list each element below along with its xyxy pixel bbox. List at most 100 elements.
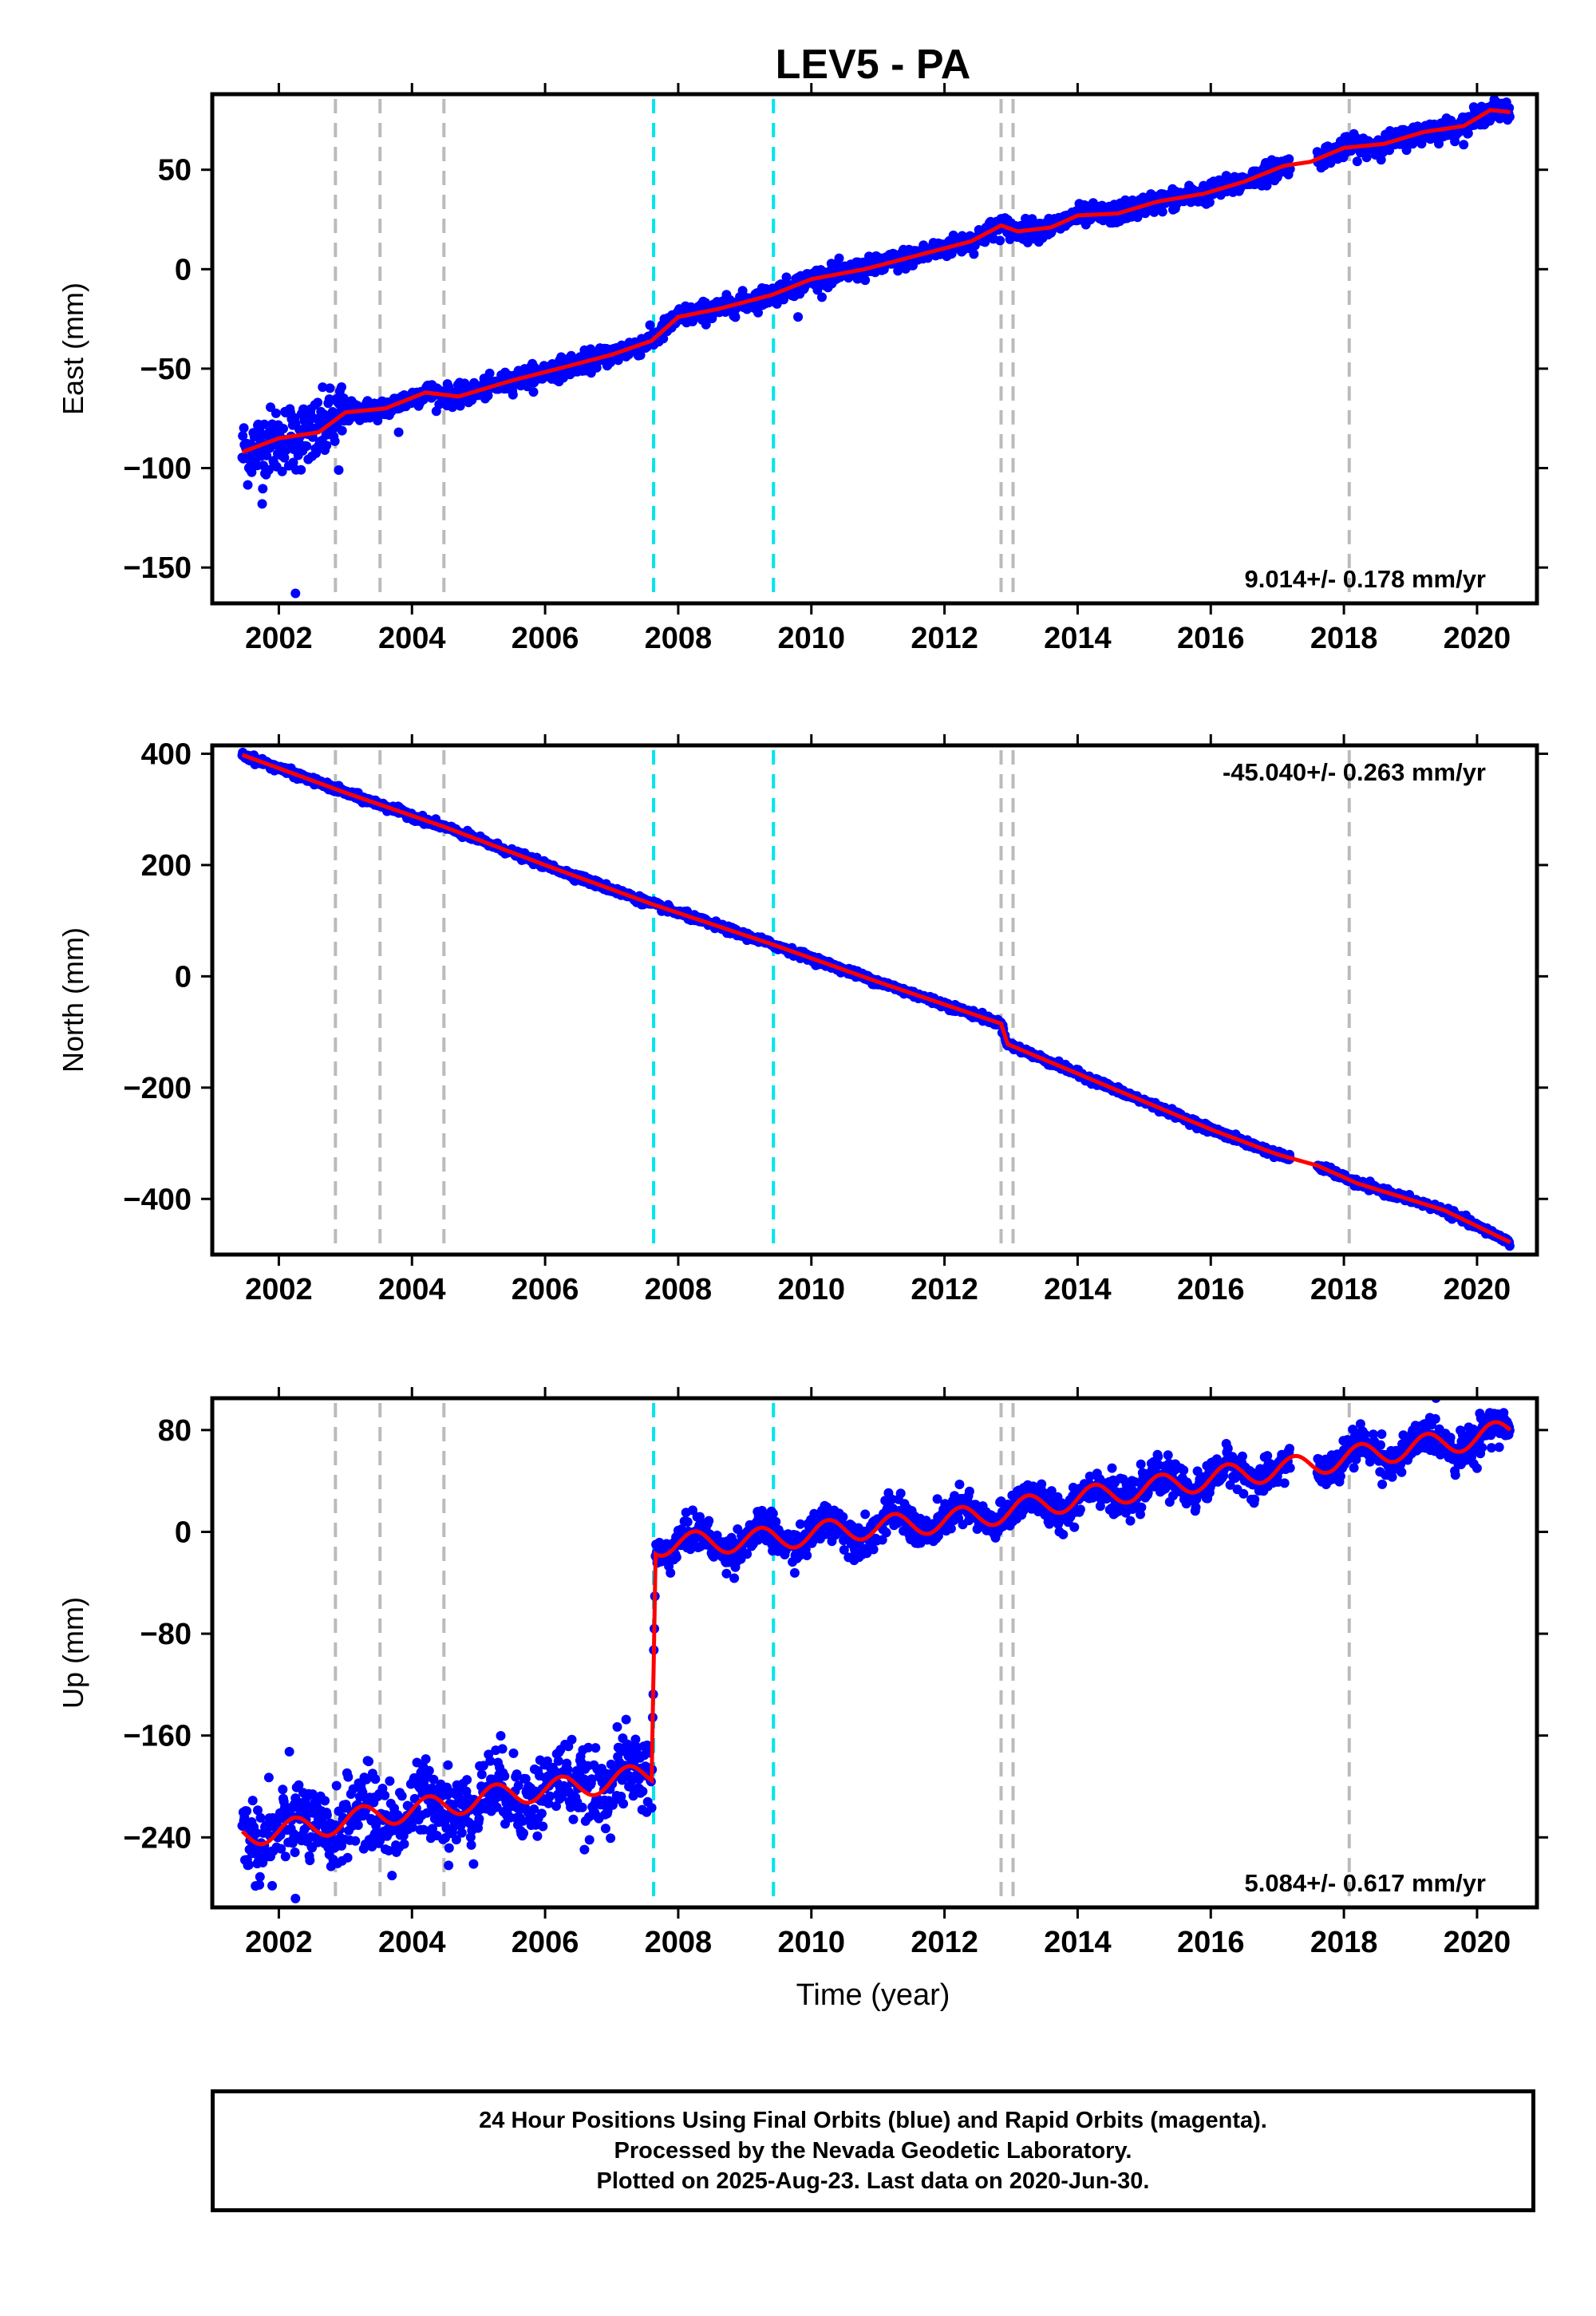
x-tick-label: 2020	[1444, 622, 1511, 655]
rate-label: -45.040+/- 0.263 mm/yr	[1223, 758, 1486, 786]
data-point	[343, 1772, 354, 1782]
x-tick-label: 2018	[1310, 622, 1378, 655]
data-points	[237, 94, 1515, 599]
x-tick-label: 2016	[1177, 1273, 1245, 1306]
data-point	[247, 1796, 258, 1806]
data-point	[255, 1871, 265, 1882]
x-tick-label: 2006	[512, 1273, 579, 1306]
data-point	[239, 423, 249, 433]
data-point	[635, 350, 646, 360]
x-tick-label: 2008	[645, 1273, 713, 1306]
x-tick-label: 2014	[1044, 622, 1112, 655]
data-point	[319, 409, 330, 420]
data-point	[380, 1790, 390, 1800]
x-tick-label: 2002	[245, 622, 313, 655]
data-point	[969, 249, 979, 259]
x-tick-label: 2012	[911, 622, 978, 655]
y-tick-label: −50	[140, 353, 192, 386]
y-tick-label: 200	[141, 849, 192, 883]
plot-frame	[210, 92, 1539, 606]
y-tick-label: −200	[123, 1072, 192, 1105]
data-points	[237, 1398, 1515, 1903]
data-point	[658, 334, 669, 344]
data-point	[290, 1848, 300, 1857]
data-point	[730, 312, 741, 322]
data-point	[1157, 207, 1167, 217]
data-point	[508, 389, 518, 400]
y-tick-label: −150	[123, 551, 192, 585]
x-tick-label: 2014	[1044, 1273, 1112, 1306]
data-point	[370, 1774, 381, 1784]
data-point	[1459, 140, 1469, 150]
data-point	[238, 431, 248, 441]
outlier-point	[307, 451, 318, 461]
y-tick-label: −400	[123, 1183, 192, 1216]
data-point	[322, 1810, 332, 1820]
outlier-point	[257, 499, 267, 509]
data-point	[330, 436, 340, 446]
data-point	[342, 1852, 353, 1863]
data-point	[781, 272, 792, 283]
x-tick-label: 2010	[777, 1273, 845, 1306]
data-point	[350, 1836, 361, 1846]
data-point	[397, 1791, 407, 1801]
data-point	[318, 382, 328, 393]
x-tick-label: 2012	[911, 1273, 978, 1306]
data-point	[302, 441, 312, 451]
y-tick-label: 400	[141, 737, 192, 771]
y-axis-label: North (mm)	[57, 927, 89, 1073]
data-point	[860, 275, 871, 286]
data-point	[288, 457, 298, 468]
data-point	[279, 453, 290, 463]
data-point	[322, 441, 332, 451]
data-point	[331, 1780, 342, 1791]
panel-up: 2002 2004 2006 2008 2010 2012 2014 2016 2018 2020…	[57, 1387, 1548, 1959]
data-point	[247, 467, 257, 477]
y-tick-label: 0	[175, 960, 192, 994]
data-point	[337, 382, 346, 392]
x-tick-label: 2006	[512, 622, 579, 655]
y-tick-label: −100	[123, 453, 192, 486]
figure-title: LEV5 - PA	[776, 41, 971, 88]
data-point	[424, 1765, 434, 1776]
data-point	[243, 480, 253, 490]
x-tick-label: 2002	[245, 1273, 313, 1306]
outlier-point	[393, 427, 404, 437]
data-point	[364, 1757, 373, 1767]
outlier-point	[793, 312, 804, 322]
data-point	[337, 425, 347, 436]
data-point	[817, 292, 827, 302]
data-point	[279, 424, 288, 434]
data-point	[271, 408, 281, 418]
x-tick-label: 2020	[1444, 1273, 1511, 1306]
x-tick-label: 2004	[378, 622, 446, 655]
data-point	[320, 1796, 330, 1806]
data-point	[258, 484, 268, 494]
panel-north: 2002 2004 2006 2008 2010 2012 2014 2016 2018 2020…	[57, 734, 1548, 1306]
data-point	[263, 464, 274, 475]
x-tick-label: 2008	[645, 622, 713, 655]
data-point	[325, 383, 335, 393]
x-tick-label: 2004	[378, 1273, 446, 1306]
x-tick-label: 2010	[777, 622, 845, 655]
x-tick-label: 2018	[1310, 1273, 1378, 1306]
data-point	[834, 253, 844, 263]
data-point	[1284, 154, 1294, 164]
data-point	[385, 1776, 395, 1786]
data-point	[1352, 156, 1362, 167]
data-point	[259, 419, 270, 429]
data-point	[262, 450, 272, 460]
data-point	[645, 320, 655, 330]
rate-label: 9.014+/- 0.178 mm/yr	[1245, 565, 1486, 593]
data-point	[484, 368, 495, 378]
data-point	[296, 464, 306, 475]
data-point	[277, 466, 287, 476]
data-point	[893, 266, 903, 276]
data-point	[443, 1760, 453, 1770]
data-point	[528, 387, 539, 397]
data-point	[995, 235, 1005, 246]
data-point	[399, 1839, 409, 1849]
data-point	[266, 402, 275, 413]
data-point	[278, 1784, 288, 1795]
y-tick-label: 0	[175, 253, 192, 287]
